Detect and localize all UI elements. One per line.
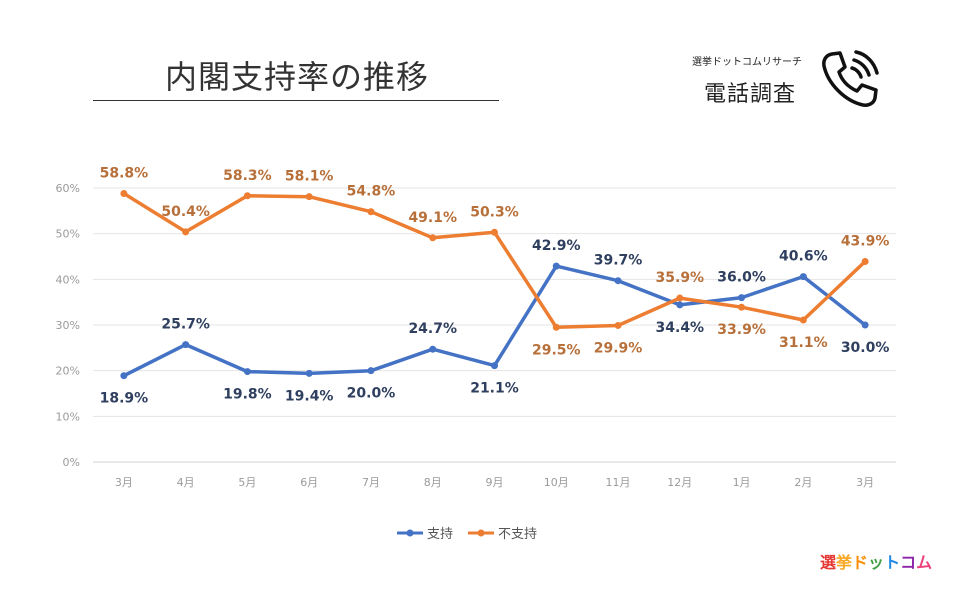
- data-point: [367, 208, 375, 216]
- data-point: [552, 262, 560, 270]
- data-point: [243, 192, 251, 200]
- data-point: [243, 368, 251, 376]
- data-label: 58.1%: [285, 169, 334, 185]
- data-label: 29.9%: [594, 340, 643, 356]
- x-tick-label: 6月: [300, 476, 318, 489]
- logo-letter: 挙: [836, 553, 853, 572]
- data-point: [552, 323, 560, 331]
- data-label: 34.4%: [656, 320, 705, 336]
- y-tick-label: 40%: [56, 273, 80, 286]
- legend-marker: [477, 529, 485, 537]
- data-label: 58.3%: [223, 168, 272, 184]
- x-tick-label: 10月: [544, 476, 569, 489]
- data-point: [676, 301, 684, 309]
- x-tick-label: 3月: [115, 476, 133, 489]
- data-point: [861, 258, 869, 266]
- logo-letter: ド: [852, 553, 869, 572]
- y-tick-label: 0%: [63, 456, 80, 469]
- data-label: 43.9%: [841, 234, 890, 250]
- logo-letter: ッ: [868, 553, 885, 572]
- logo-letter: コ: [900, 553, 917, 572]
- x-tick-label: 3月: [856, 476, 874, 489]
- data-label: 18.9%: [100, 391, 149, 407]
- chart-title: 内閣支持率の推移: [164, 58, 429, 96]
- data-label: 31.1%: [779, 335, 828, 351]
- logo-letter: ト: [884, 553, 901, 572]
- phone-ringing-icon: [822, 50, 879, 107]
- data-point: [305, 193, 313, 201]
- data-label: 33.9%: [717, 322, 766, 338]
- site-logo: 選挙ドットコム: [820, 549, 932, 573]
- data-point: [491, 228, 498, 236]
- data-point: [614, 277, 622, 285]
- x-tick-label: 12月: [667, 476, 692, 489]
- data-point: [861, 321, 869, 329]
- data-label: 21.1%: [470, 381, 519, 397]
- data-label: 39.7%: [594, 253, 643, 269]
- y-tick-label: 30%: [56, 319, 80, 332]
- data-point: [738, 294, 746, 302]
- x-tick-label: 9月: [486, 476, 504, 489]
- data-label: 35.9%: [656, 270, 705, 286]
- data-label: 29.5%: [532, 342, 581, 358]
- data-label: 25.7%: [161, 317, 210, 333]
- x-tick-label: 8月: [424, 476, 442, 489]
- data-point: [429, 345, 437, 353]
- legend-label: 不支持: [498, 527, 537, 542]
- data-label: 36.0%: [717, 270, 766, 286]
- data-point: [182, 228, 190, 236]
- data-label: 49.1%: [408, 210, 457, 226]
- data-label: 50.4%: [161, 204, 210, 220]
- data-point: [799, 273, 807, 281]
- logo-letter: 選: [820, 553, 837, 572]
- legend-marker: [406, 529, 414, 537]
- x-tick-label: 4月: [177, 476, 195, 489]
- data-point: [429, 234, 437, 242]
- source-label: 選挙ドットコムリサーチ: [692, 57, 802, 68]
- data-label: 54.8%: [347, 184, 396, 200]
- data-label: 50.3%: [470, 204, 519, 220]
- data-label: 24.7%: [408, 321, 457, 337]
- y-tick-label: 50%: [56, 228, 80, 241]
- data-label: 19.8%: [223, 387, 272, 403]
- data-point: [120, 372, 128, 380]
- x-tick-label: 5月: [238, 476, 256, 489]
- data-label: 20.0%: [347, 386, 396, 402]
- x-tick-label: 2月: [794, 476, 812, 489]
- data-point: [305, 369, 313, 377]
- y-tick-label: 60%: [56, 182, 80, 195]
- logo-letter: ム: [916, 553, 933, 572]
- data-label: 19.4%: [285, 388, 334, 404]
- data-point: [182, 341, 190, 349]
- x-tick-label: 1月: [733, 476, 751, 489]
- y-tick-label: 20%: [56, 365, 80, 378]
- data-point: [738, 303, 746, 311]
- y-tick-label: 10%: [56, 410, 80, 423]
- data-point: [614, 321, 622, 329]
- data-label: 58.8%: [100, 165, 149, 181]
- data-point: [491, 362, 498, 370]
- data-point: [799, 316, 807, 324]
- data-label: 30.0%: [841, 340, 890, 356]
- data-label: 40.6%: [779, 249, 828, 265]
- survey-method-label: 電話調査: [704, 82, 797, 107]
- data-point: [676, 294, 684, 302]
- legend-label: 支持: [427, 527, 453, 542]
- title-underline: [93, 100, 499, 101]
- x-tick-label: 11月: [606, 476, 631, 489]
- data-label: 42.9%: [532, 238, 581, 254]
- data-point: [120, 189, 128, 197]
- data-point: [367, 367, 375, 375]
- x-tick-label: 7月: [362, 476, 380, 489]
